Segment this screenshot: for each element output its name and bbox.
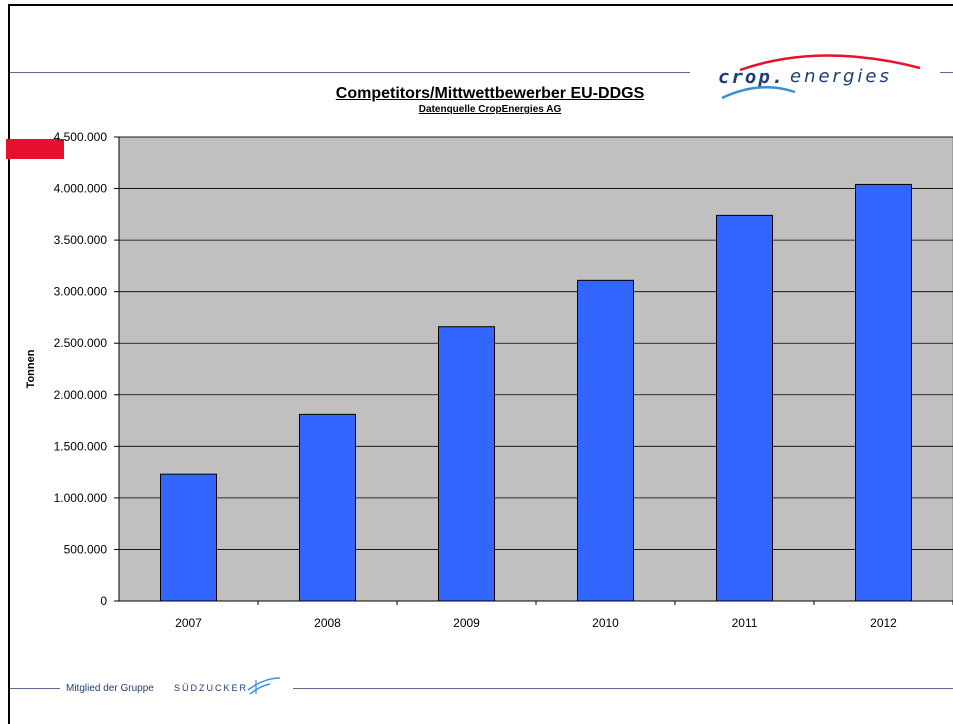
slide-frame <box>8 4 953 724</box>
bar <box>855 183 912 602</box>
plot-area <box>118 136 953 602</box>
x-tick-label: 2012 <box>870 616 897 630</box>
bars <box>160 183 912 602</box>
footer-label: Mitglied der Gruppe <box>66 683 154 694</box>
y-axis-label: Tonnen <box>25 349 37 388</box>
y-tick-labels: 0 500.000 1.000.000 1.500.000 2.000.000 2.500… <box>54 130 108 608</box>
y-tick-label: 4.000.000 <box>54 182 108 196</box>
x-tick-label: 2010 <box>592 616 619 630</box>
y-tick-label: 2.500.000 <box>54 336 108 350</box>
suedzucker-logo-icon <box>247 677 281 695</box>
chart-subtitle: Datenquelle CropEnergies AG <box>418 104 562 115</box>
y-tick-label: 1.500.000 <box>54 439 108 453</box>
gridlines <box>119 136 953 550</box>
suedzucker-brand: SÜDZUCKER <box>174 683 249 693</box>
bar <box>438 326 495 602</box>
footer-rule-right <box>293 688 953 689</box>
header-rule-right <box>940 72 953 73</box>
x-tick-labels: 2007 2008 2009 2010 2011 2012 <box>175 616 897 630</box>
x-tick-label: 2007 <box>175 616 202 630</box>
y-tick-label: 3.500.000 <box>54 233 108 247</box>
bar <box>716 214 773 602</box>
x-tick-label: 2009 <box>453 616 480 630</box>
header-rule-left <box>10 72 690 73</box>
cropenergies-logo-swoosh <box>721 54 921 100</box>
bar <box>577 279 634 602</box>
bar <box>299 413 356 602</box>
axes <box>114 136 953 605</box>
red-accent-marker <box>6 139 64 159</box>
chart-title: Competitors/Mittwettbewerber EU-DDGS <box>335 85 645 102</box>
footer-rule-left <box>10 688 60 689</box>
cropenergies-logo-energies: energies <box>790 66 892 87</box>
bar <box>160 473 217 602</box>
x-tick-label: 2008 <box>314 616 341 630</box>
y-tick-label: 1.000.000 <box>54 491 108 505</box>
y-tick-label: 3.000.000 <box>54 285 108 299</box>
cropenergies-logo-crop: crop. <box>718 66 786 88</box>
y-tick-label: 4.500.000 <box>54 130 108 144</box>
y-tick-label: 500.000 <box>64 542 108 556</box>
y-tick-label: 0 <box>100 594 107 608</box>
x-tick-label: 2011 <box>732 616 758 630</box>
y-tick-label: 2.000.000 <box>54 388 108 402</box>
